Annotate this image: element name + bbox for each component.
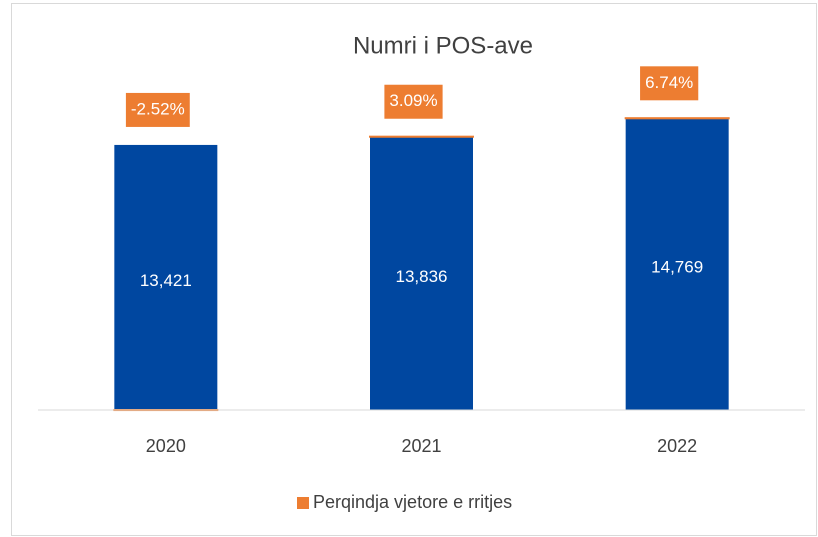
- bar-segment: [114, 144, 218, 411]
- x-tick-label: 2021: [401, 436, 441, 456]
- value-label: 13,836: [396, 267, 448, 286]
- value-label: 6.74%: [645, 73, 693, 92]
- value-label: 13,421: [140, 271, 192, 290]
- bar-segment: [625, 118, 729, 410]
- value-label: 3.09%: [389, 91, 437, 110]
- value-label-box: [640, 66, 699, 101]
- bar-segment: [370, 136, 473, 410]
- legend-label: Perqindja vjetore e rritjes: [313, 492, 512, 512]
- x-tick-label: 2020: [146, 436, 186, 456]
- legend-swatch: [297, 497, 309, 509]
- value-label-box: [125, 92, 190, 127]
- value-label: 14,769: [651, 258, 703, 277]
- value-label: -2.52%: [131, 99, 185, 118]
- chart-title: Numri i POS-ave: [353, 32, 533, 59]
- value-label-box: [384, 84, 443, 119]
- x-tick-label: 2022: [657, 436, 697, 456]
